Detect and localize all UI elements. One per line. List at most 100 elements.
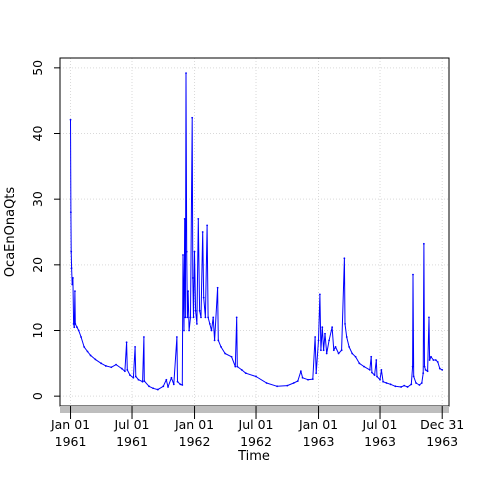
series-point [434,359,437,361]
series-point [418,384,421,386]
series-point [184,316,187,319]
series-point [206,224,209,227]
series-point [69,118,72,121]
x-tick-label-date: Jul 01 [238,417,274,432]
series-point [74,290,76,292]
y-tick-label: 40 [30,126,45,142]
series-point [72,277,74,279]
series-point [170,376,173,379]
series-point [370,355,373,358]
series-point [193,250,196,253]
series-point [296,380,299,382]
x-tick-label-date: Jan 01 [50,417,90,432]
series-point [422,242,425,245]
series-point [179,383,182,386]
series-point [208,323,211,325]
series-point [224,352,227,355]
series-point [230,355,233,358]
series-point [162,385,165,388]
series-point [343,257,346,260]
series-point [189,316,192,319]
series-point [430,355,432,358]
series-point [394,385,397,388]
series-point [197,217,200,220]
series-point [194,309,197,312]
series-point [191,277,194,279]
series-point [182,254,184,256]
series-point [426,370,429,373]
x-tick-label-year: 1963 [303,434,335,449]
series-point [143,380,146,382]
series-point [76,326,78,329]
y-axis-title: OcaEnOnaQts [3,187,18,278]
series-point [220,346,222,348]
series-point [86,350,89,353]
y-tick-label: 0 [30,392,45,400]
series-point [134,346,136,348]
series-point [110,366,113,369]
series-point [376,375,378,378]
series-point [187,290,189,292]
series-point [94,358,97,361]
series-point [375,359,378,361]
series-point [410,383,413,386]
series-point [322,349,325,352]
series-point [321,326,324,329]
x-axis: Jan 01 1961 Jul 01 1961 Jan 01 1962 Jul 01 1962… [50,406,464,449]
x-tick-label-year: 1961 [116,434,148,449]
series-point [422,372,425,375]
series-point [423,365,426,368]
series-point [441,368,444,371]
series-point [70,250,73,253]
x-tick-label-year: 1963 [364,434,396,449]
series-point [89,354,92,357]
series-point [345,336,348,338]
series-point [324,332,326,335]
series-point [141,380,144,383]
series-point [314,336,317,338]
series-point [307,378,309,381]
x-axis-title: Time [237,449,270,464]
series-point [143,336,145,338]
series-point [428,316,430,319]
y-axis: 0 10 20 30 40 50 [30,60,60,400]
series-point [198,309,201,312]
series-point [415,382,417,384]
series-layer [69,72,444,391]
series-point [406,386,409,388]
series-point [320,349,322,352]
series-point [379,378,381,381]
y-tick-label: 20 [30,257,45,273]
series-point [210,329,213,332]
series-point [244,372,247,375]
series-point [325,352,328,355]
series-point [152,387,154,390]
series-point [340,349,343,352]
series-point [217,339,220,342]
series-point [200,316,202,319]
x-tick-label-date: Jan 01 [174,417,214,432]
x-tick-label-date: Jan 01 [298,417,338,432]
series-point [213,339,216,342]
series-point [185,72,187,75]
series-point [428,359,431,361]
range-bar [60,406,449,413]
series-point [363,365,365,368]
series-point [334,346,337,348]
x-tick-label-date: Jul 01 [114,417,150,432]
series-point [337,352,340,355]
series-point [120,367,123,370]
series-point [380,368,383,371]
series-point [188,329,191,332]
series-point [77,329,80,332]
series-point [255,375,257,378]
series-point [72,323,75,325]
x-tick-label-year: 1962 [179,434,211,449]
series-point [201,231,204,233]
series-point [424,368,427,371]
x-tick-label-date: Jul 01 [362,417,398,432]
series-point [301,376,304,379]
series-point [403,384,406,387]
series-point [344,323,346,325]
